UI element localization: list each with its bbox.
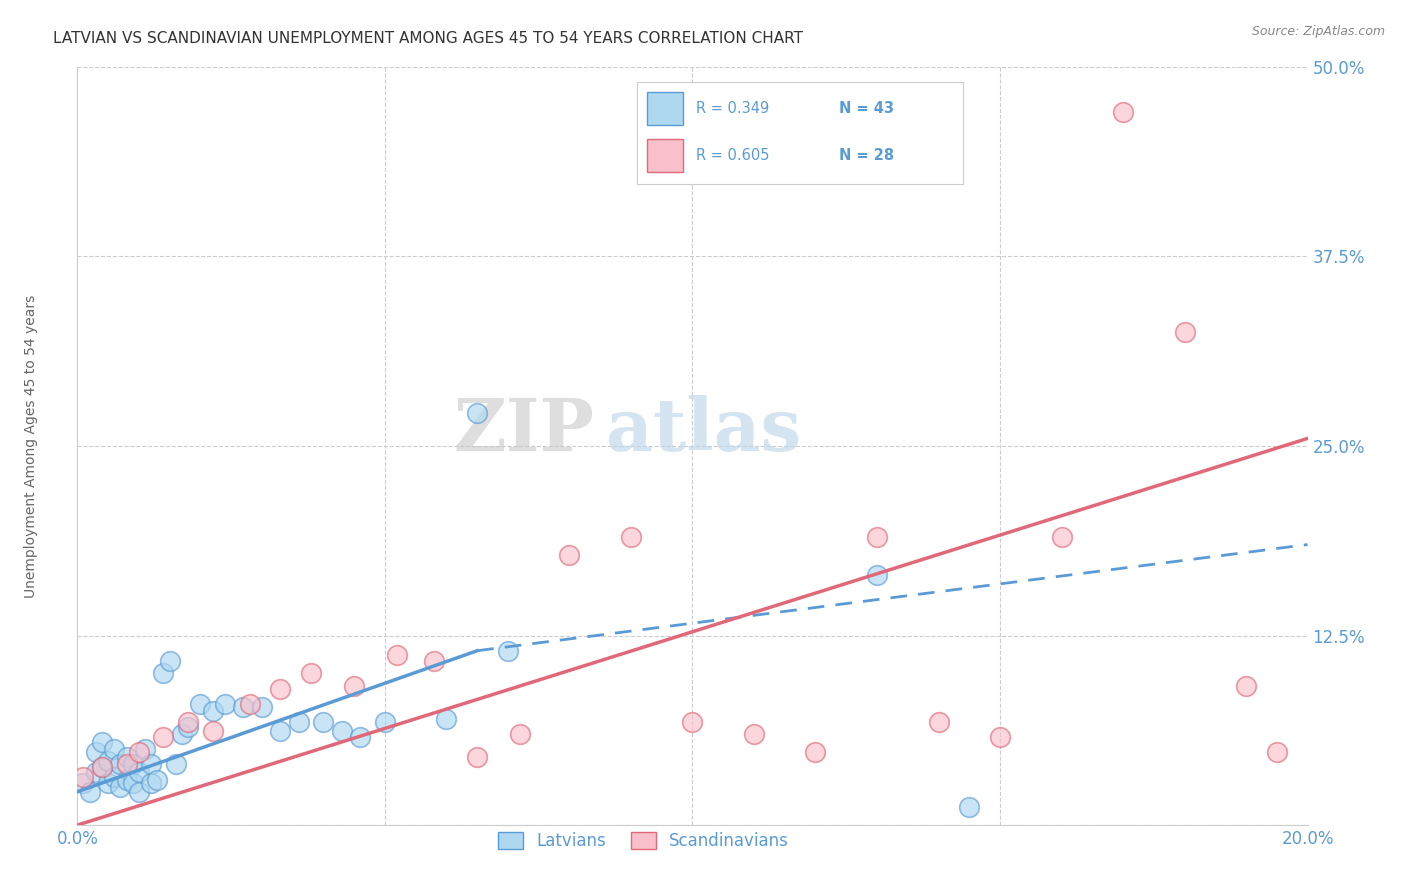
Point bbox=[1050, 530, 1073, 544]
Point bbox=[804, 745, 827, 759]
Point bbox=[103, 770, 125, 784]
Point bbox=[97, 755, 120, 769]
Point bbox=[72, 775, 94, 789]
Point bbox=[90, 760, 114, 774]
Point bbox=[269, 724, 291, 739]
Point bbox=[146, 772, 169, 787]
Point bbox=[84, 745, 107, 759]
Point bbox=[250, 699, 273, 714]
Point bbox=[115, 749, 138, 764]
Point bbox=[170, 727, 193, 741]
Point bbox=[128, 765, 150, 780]
Point bbox=[152, 666, 174, 681]
Point bbox=[1265, 745, 1288, 759]
Point bbox=[128, 745, 150, 759]
Point bbox=[288, 714, 311, 729]
Point bbox=[72, 770, 94, 784]
Point bbox=[866, 568, 889, 582]
Point bbox=[103, 742, 125, 756]
Point bbox=[374, 714, 396, 729]
Text: Source: ZipAtlas.com: Source: ZipAtlas.com bbox=[1251, 25, 1385, 38]
Point bbox=[988, 730, 1011, 744]
Point bbox=[1234, 679, 1257, 693]
Point bbox=[957, 800, 980, 814]
Point bbox=[121, 757, 143, 772]
Point bbox=[152, 730, 174, 744]
Point bbox=[214, 697, 236, 711]
Point bbox=[299, 666, 322, 681]
Point bbox=[928, 714, 950, 729]
Point bbox=[1112, 105, 1135, 120]
Point bbox=[385, 648, 409, 663]
Point bbox=[177, 719, 200, 733]
Point bbox=[201, 724, 224, 739]
Point bbox=[128, 785, 150, 799]
Point bbox=[509, 727, 531, 741]
Point bbox=[465, 749, 488, 764]
Point bbox=[90, 760, 114, 774]
Point bbox=[84, 765, 107, 780]
Point bbox=[134, 742, 156, 756]
Point bbox=[682, 714, 704, 729]
Point bbox=[188, 697, 212, 711]
Point bbox=[141, 775, 163, 789]
Legend: Latvians, Scandinavians: Latvians, Scandinavians bbox=[489, 823, 797, 858]
Point bbox=[349, 730, 371, 744]
Point bbox=[742, 727, 765, 741]
Point bbox=[97, 775, 120, 789]
Point bbox=[312, 714, 335, 729]
Point bbox=[201, 705, 224, 719]
Point bbox=[330, 724, 353, 739]
Point bbox=[269, 681, 291, 696]
Point bbox=[121, 775, 143, 789]
Point bbox=[232, 699, 254, 714]
Point bbox=[496, 644, 519, 658]
Point bbox=[239, 697, 262, 711]
Point bbox=[115, 772, 138, 787]
Text: LATVIAN VS SCANDINAVIAN UNEMPLOYMENT AMONG AGES 45 TO 54 YEARS CORRELATION CHART: LATVIAN VS SCANDINAVIAN UNEMPLOYMENT AMO… bbox=[53, 31, 803, 46]
Point bbox=[177, 714, 200, 729]
Point bbox=[165, 757, 187, 772]
Point bbox=[79, 785, 101, 799]
Point bbox=[115, 757, 138, 772]
Point bbox=[558, 548, 581, 562]
Point bbox=[110, 780, 132, 795]
Point bbox=[1174, 325, 1197, 339]
Text: atlas: atlas bbox=[606, 395, 801, 467]
Point bbox=[343, 679, 366, 693]
Point bbox=[866, 530, 889, 544]
Point bbox=[110, 757, 132, 772]
Point bbox=[436, 712, 458, 726]
Point bbox=[159, 654, 181, 668]
Point bbox=[90, 735, 114, 749]
Point bbox=[141, 757, 163, 772]
Point bbox=[465, 406, 488, 420]
Text: Unemployment Among Ages 45 to 54 years: Unemployment Among Ages 45 to 54 years bbox=[24, 294, 38, 598]
Point bbox=[620, 530, 643, 544]
Point bbox=[423, 654, 446, 668]
Text: ZIP: ZIP bbox=[453, 395, 595, 467]
